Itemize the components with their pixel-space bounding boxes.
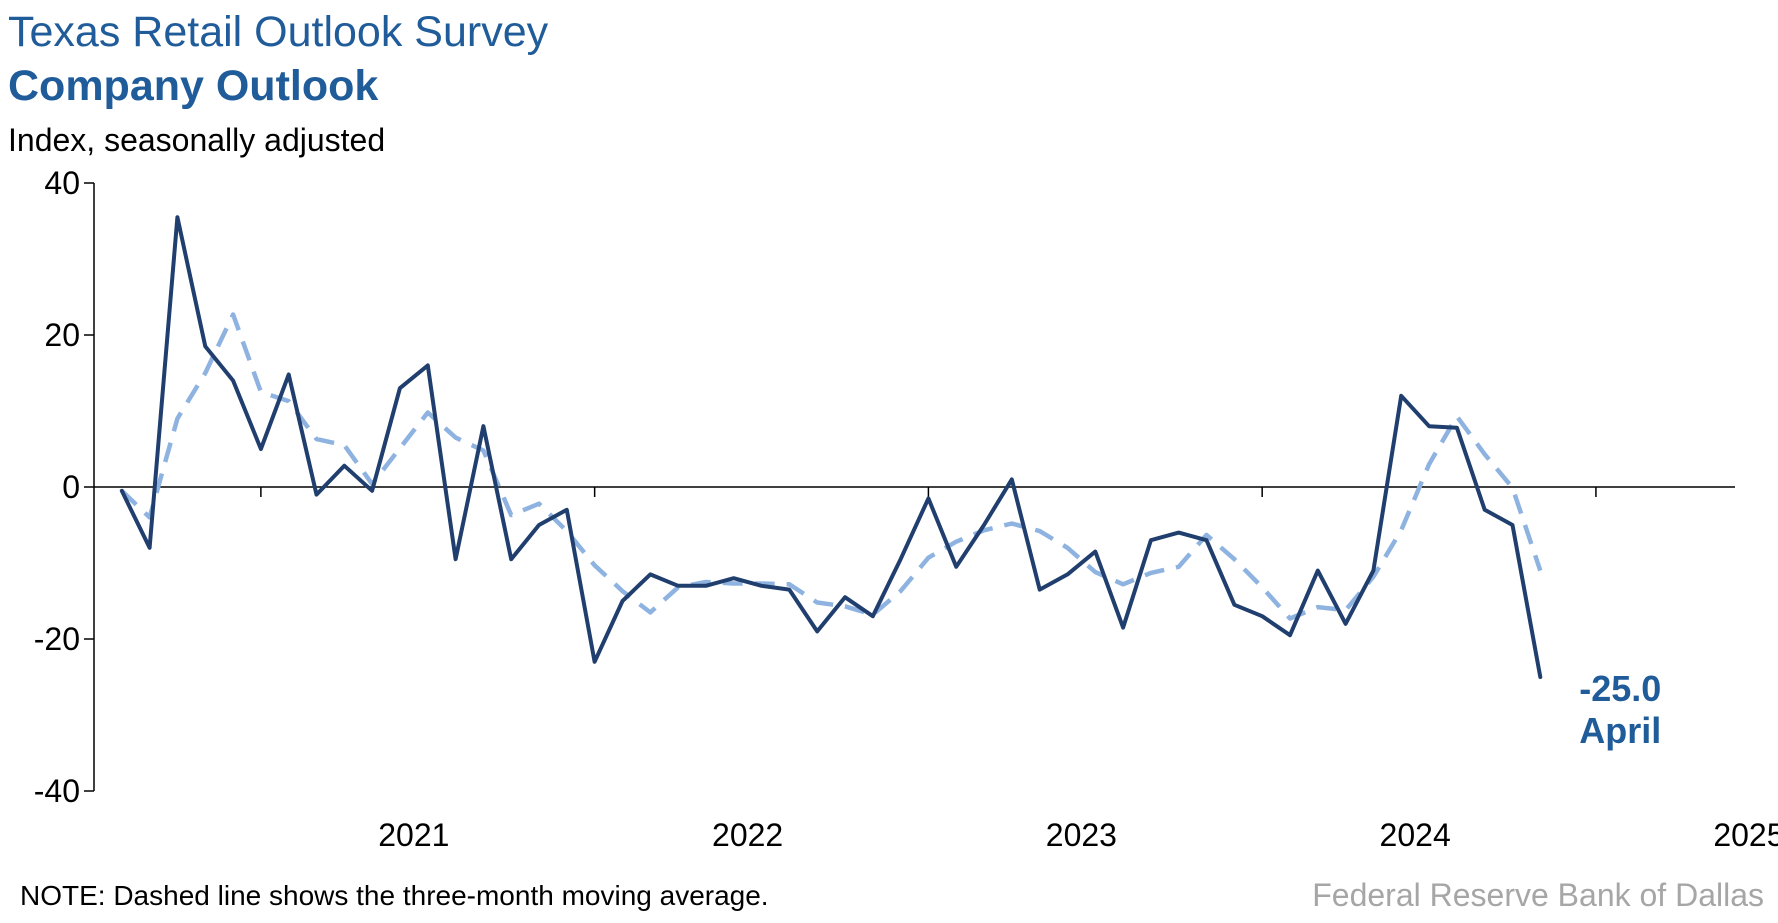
y-tick-label: -40 <box>34 773 80 809</box>
series-layer <box>119 215 1543 679</box>
x-tick-label: 2025 <box>1713 817 1778 853</box>
chart-subtitle: Company Outlook <box>8 62 379 110</box>
y-tick-label: 40 <box>44 165 80 201</box>
y-tick-label: 20 <box>44 317 80 353</box>
x-tick-label: 2023 <box>1046 817 1117 853</box>
axes: -40 -20 0 20 40 2021 2022 2023 2024 2025 <box>34 165 1778 853</box>
x-tick-label: 2021 <box>378 817 449 853</box>
chart-source: Federal Reserve Bank of Dallas <box>1312 877 1764 913</box>
chart-note: NOTE: Dashed line shows the three-month … <box>20 880 769 911</box>
annotation-month: April <box>1579 710 1661 751</box>
series-line-moving-average <box>120 312 1543 621</box>
y-tick-label: -20 <box>34 621 80 657</box>
series-line-index <box>119 215 1543 679</box>
chart-title: Texas Retail Outlook Survey <box>8 8 549 56</box>
y-axis-label: Index, seasonally adjusted <box>8 122 386 158</box>
annotation-value: -25.0 <box>1579 668 1661 709</box>
x-tick-label: 2024 <box>1380 817 1451 853</box>
x-tick-label: 2022 <box>712 817 783 853</box>
y-tick-label: 0 <box>62 469 80 505</box>
